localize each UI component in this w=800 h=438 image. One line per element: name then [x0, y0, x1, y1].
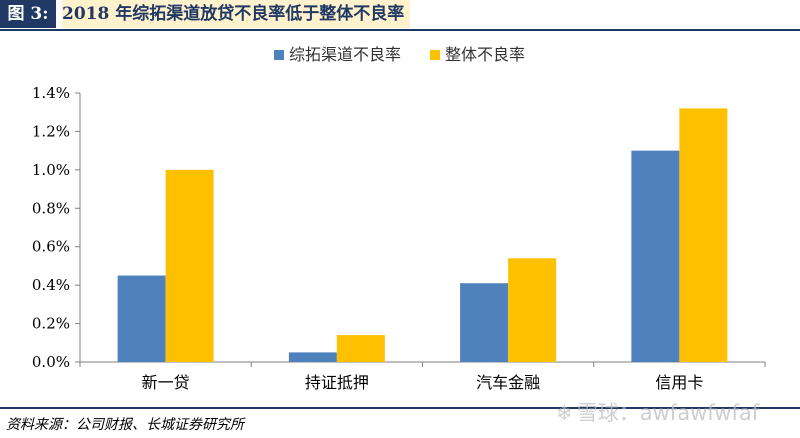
figure-title: 2018 年综拓渠道放贷不良率低于整体不良率	[62, 0, 411, 28]
y-tick-label: 1.4%	[32, 84, 70, 102]
x-category-label: 持证抵押	[305, 373, 369, 392]
bar-series-2	[679, 108, 728, 362]
legend-label: 整体不良率	[445, 45, 525, 64]
y-tick-label: 0.8%	[32, 199, 70, 217]
bar-series-1	[460, 283, 509, 362]
bar-series-1	[117, 275, 166, 362]
legend: 综拓渠道不良率 整体不良率	[274, 45, 525, 64]
watermark: ❄ 雪球：awfawfwfaf	[556, 398, 759, 428]
legend-swatch	[430, 50, 440, 60]
footer-divider	[0, 407, 800, 409]
bar-series-2	[336, 335, 385, 362]
y-tick-label: 0.0%	[32, 353, 70, 371]
x-category-label: 信用卡	[655, 373, 703, 392]
watermark-text: 雪球：awfawfwfaf	[576, 401, 760, 425]
bar-series-1	[631, 150, 680, 362]
y-tick-label: 0.6%	[32, 238, 70, 256]
x-axis: 新一贷 持证抵押 汽车金融 信用卡	[79, 361, 766, 392]
header-divider	[0, 29, 800, 31]
bar-series-2	[508, 258, 557, 362]
bars	[117, 108, 728, 362]
x-category-label: 新一贷	[142, 373, 190, 392]
source-note: 资料来源：公司财报、长城证券研究所	[6, 417, 244, 433]
figure-header: 图 3: 2018 年综拓渠道放贷不良率低于整体不良率	[0, 0, 800, 31]
x-category-label: 汽车金融	[476, 373, 540, 392]
y-tick-label: 0.4%	[32, 276, 70, 294]
legend-label: 综拓渠道不良率	[289, 45, 401, 64]
bar-series-2	[165, 169, 214, 362]
legend-swatch	[274, 50, 284, 60]
figure-number: 图 3:	[0, 0, 56, 28]
y-tick-label: 1.0%	[32, 161, 70, 179]
y-axis: 0.0% 0.2% 0.4% 0.6% 0.8% 1.0% 1.2% 1.4%	[32, 84, 81, 371]
bar-series-1	[288, 352, 337, 362]
snowball-icon: ❄	[556, 401, 573, 425]
y-tick-label: 0.2%	[32, 315, 70, 333]
y-tick-label: 1.2%	[32, 122, 70, 140]
